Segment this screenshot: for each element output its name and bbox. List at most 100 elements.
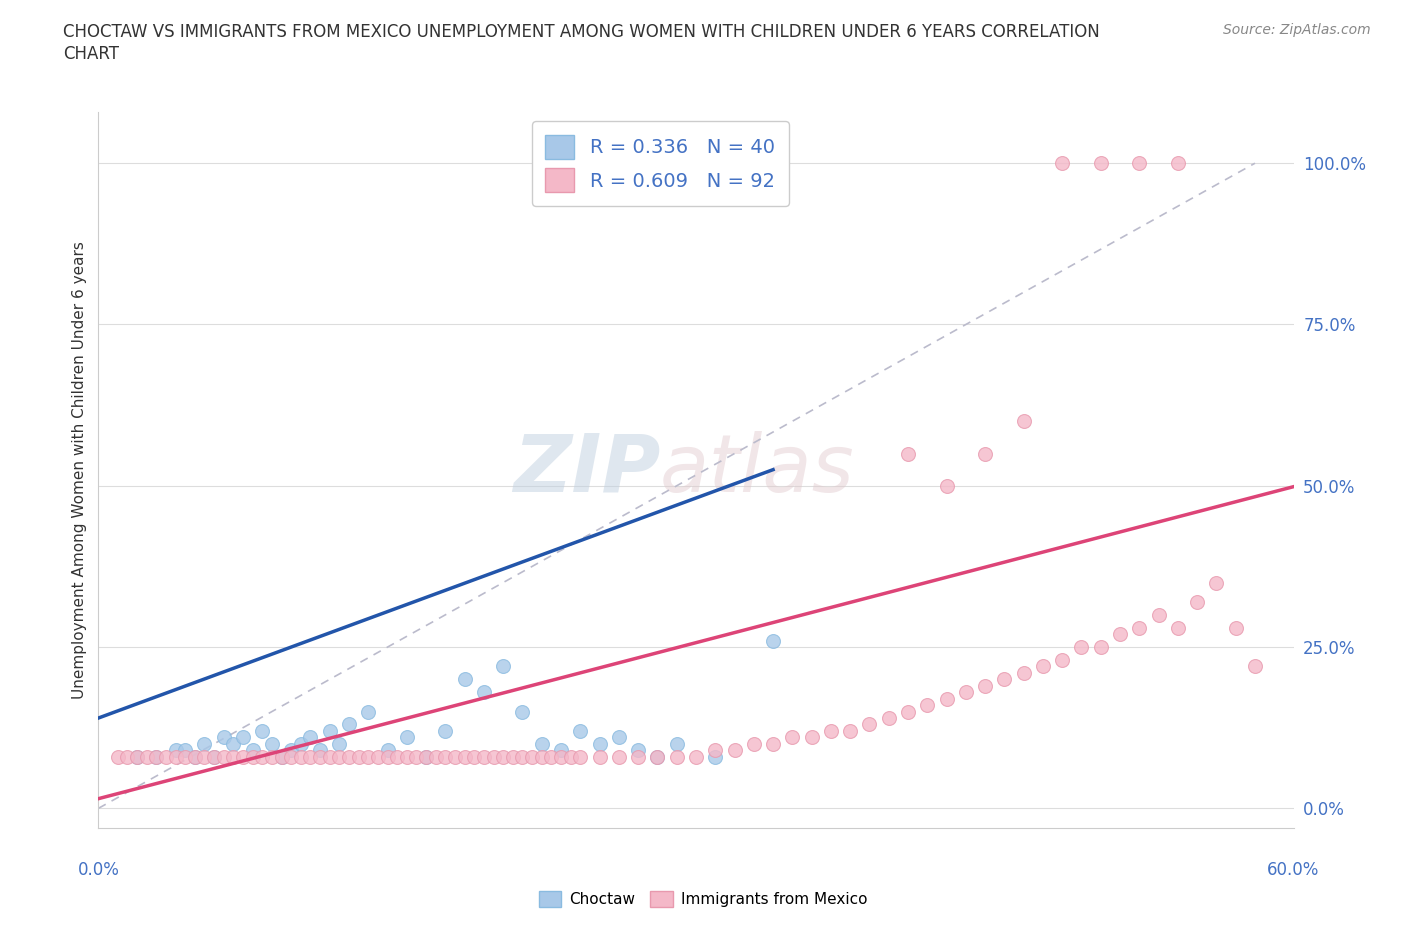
Point: [1128, 155, 1150, 170]
Point: [800, 730, 823, 745]
Point: [550, 750, 572, 764]
Point: [242, 750, 264, 764]
Point: [145, 750, 167, 764]
Point: [155, 750, 177, 764]
Point: [492, 659, 515, 674]
Point: [627, 750, 650, 764]
Point: [328, 750, 350, 764]
Point: [309, 743, 332, 758]
Point: [665, 737, 688, 751]
Y-axis label: Unemployment Among Women with Children Under 6 years: Unemployment Among Women with Children U…: [72, 241, 87, 698]
Point: [1050, 653, 1073, 668]
Point: [212, 750, 235, 764]
Point: [917, 698, 939, 712]
Point: [1167, 155, 1189, 170]
Point: [685, 750, 707, 764]
Point: [328, 737, 350, 751]
Point: [472, 750, 495, 764]
Point: [530, 737, 553, 751]
Text: 60.0%: 60.0%: [1267, 860, 1320, 879]
Point: [202, 750, 225, 764]
Point: [395, 750, 418, 764]
Point: [1185, 594, 1208, 609]
Point: [212, 730, 235, 745]
Point: [569, 724, 592, 738]
Point: [347, 750, 370, 764]
Point: [1090, 640, 1112, 655]
Point: [627, 743, 650, 758]
Point: [405, 750, 427, 764]
Point: [647, 750, 669, 764]
Point: [202, 750, 225, 764]
Point: [165, 750, 187, 764]
Point: [704, 743, 727, 758]
Point: [782, 730, 804, 745]
Point: [453, 750, 475, 764]
Point: [270, 750, 292, 764]
Point: [125, 750, 148, 764]
Point: [1225, 620, 1247, 635]
Point: [935, 691, 957, 706]
Point: [309, 750, 332, 764]
Text: Source: ZipAtlas.com: Source: ZipAtlas.com: [1223, 23, 1371, 37]
Point: [1090, 155, 1112, 170]
Point: [165, 743, 187, 758]
Point: [434, 724, 457, 738]
Point: [520, 750, 543, 764]
Point: [540, 750, 562, 764]
Point: [955, 684, 977, 699]
Point: [560, 750, 582, 764]
Point: [290, 737, 312, 751]
Point: [607, 750, 630, 764]
Point: [222, 750, 245, 764]
Point: [839, 724, 862, 738]
Point: [482, 750, 505, 764]
Point: [607, 730, 630, 745]
Point: [1012, 666, 1035, 681]
Point: [377, 750, 399, 764]
Point: [193, 737, 215, 751]
Point: [742, 737, 765, 751]
Point: [425, 750, 447, 764]
Point: [299, 730, 322, 745]
Point: [337, 717, 360, 732]
Point: [319, 724, 342, 738]
Point: [252, 750, 274, 764]
Point: [135, 750, 157, 764]
Point: [184, 750, 207, 764]
Point: [762, 633, 785, 648]
Text: ZIP: ZIP: [513, 431, 661, 509]
Point: [280, 750, 302, 764]
Point: [1050, 155, 1073, 170]
Text: CHART: CHART: [63, 45, 120, 62]
Point: [762, 737, 785, 751]
Point: [877, 711, 900, 725]
Point: [1147, 607, 1170, 622]
Point: [588, 750, 610, 764]
Point: [260, 750, 283, 764]
Point: [1032, 659, 1054, 674]
Point: [550, 743, 572, 758]
Point: [299, 750, 322, 764]
Point: [463, 750, 485, 764]
Point: [569, 750, 592, 764]
Point: [453, 671, 475, 686]
Point: [1070, 640, 1092, 655]
Point: [145, 750, 167, 764]
Text: 0.0%: 0.0%: [77, 860, 120, 879]
Point: [174, 750, 197, 764]
Point: [858, 717, 880, 732]
Point: [512, 750, 534, 764]
Point: [184, 750, 207, 764]
Point: [357, 704, 380, 719]
Point: [232, 730, 254, 745]
Point: [1128, 620, 1150, 635]
Point: [588, 737, 610, 751]
Point: [260, 737, 283, 751]
Point: [993, 671, 1015, 686]
Point: [125, 750, 148, 764]
Point: [415, 750, 437, 764]
Legend: R = 0.336   N = 40, R = 0.609   N = 92: R = 0.336 N = 40, R = 0.609 N = 92: [531, 121, 789, 206]
Point: [897, 704, 920, 719]
Point: [530, 750, 553, 764]
